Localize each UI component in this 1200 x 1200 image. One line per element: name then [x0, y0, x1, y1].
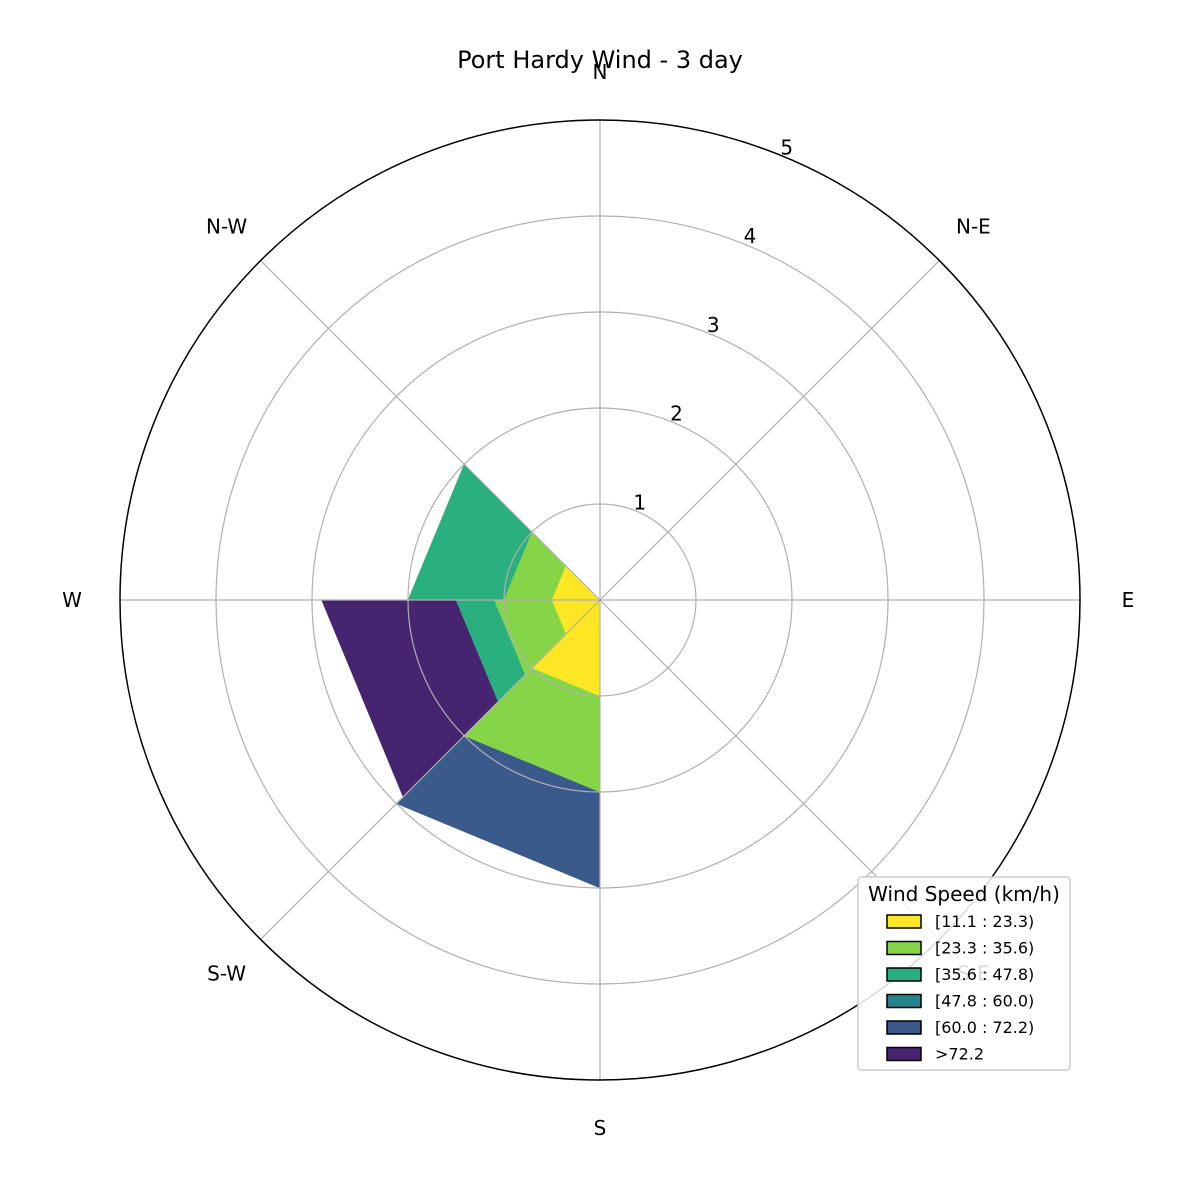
direction-label-s: S — [594, 1116, 607, 1140]
grid-spoke-n-e — [599, 260, 940, 601]
direction-label-n-w: N-W — [206, 215, 247, 239]
grid-spoke-n-w — [260, 260, 601, 601]
direction-label-n-e: N-E — [956, 215, 991, 239]
legend-swatch — [886, 1046, 922, 1062]
legend-swatch — [886, 914, 922, 929]
direction-label-e: E — [1122, 588, 1135, 612]
legend-item-label: [60.0 : 72.2) — [935, 1018, 1034, 1037]
outer-boundary — [119, 119, 1081, 1081]
grid-spoke-s-w — [260, 599, 601, 940]
direction-label-n: N — [593, 60, 608, 84]
legend-swatch — [886, 940, 922, 956]
radial-tick-label: 1 — [633, 490, 646, 514]
legend-item-label: >72.2 — [935, 1045, 984, 1064]
direction-label-w: W — [62, 588, 82, 612]
radial-tick-label: 2 — [670, 402, 683, 426]
radial-tick-label: 5 — [780, 136, 793, 160]
legend-item-label: [11.1 : 23.3) — [935, 912, 1034, 931]
radial-tick-label: 3 — [707, 313, 720, 337]
legend-item-label: [47.8 : 60.0) — [935, 992, 1034, 1011]
legend-swatch — [886, 967, 922, 982]
legend-swatch — [886, 993, 922, 1009]
legend-item-label: [35.6 : 47.8) — [935, 965, 1034, 984]
legend: Wind Speed (km/h) [11.1 : 23.3) [23.3 : 35… — [857, 876, 1071, 1071]
chart-title: Port Hardy Wind - 3 day — [457, 46, 743, 74]
legend-swatch — [886, 1020, 922, 1035]
legend-title: Wind Speed (km/h) — [868, 882, 1060, 906]
direction-label-s-w: S-W — [207, 961, 246, 985]
legend-item-label: [23.3 : 35.6) — [935, 939, 1034, 958]
radial-tick-label: 4 — [744, 224, 757, 248]
